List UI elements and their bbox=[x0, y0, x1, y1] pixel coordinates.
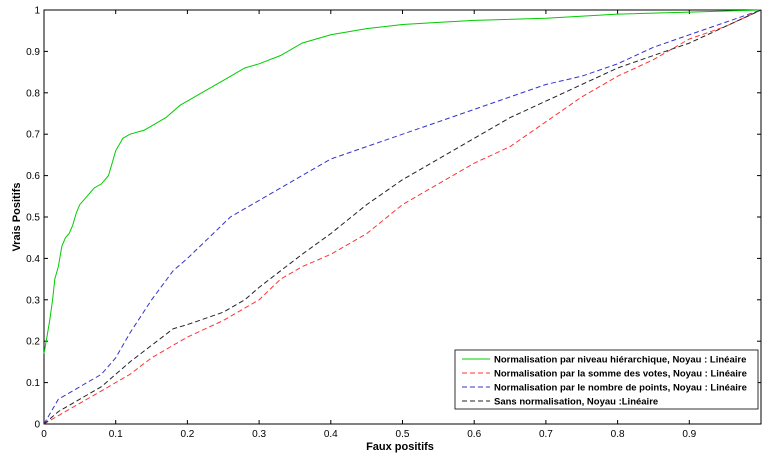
legend-entry: Normalisation par la somme des votes, No… bbox=[494, 369, 747, 380]
x-tick-label: 0.1 bbox=[109, 429, 123, 440]
legend-entry: Normalisation par niveau hiérarchique, N… bbox=[494, 355, 746, 366]
x-axis-ticks: 0 0.1 0.2 0.3 0.4 0.5 0.6 0.7 0.8 0.9 bbox=[41, 10, 697, 440]
x-tick-label: 0.5 bbox=[396, 429, 410, 440]
x-tick-label: 0.3 bbox=[252, 429, 266, 440]
y-axis-label: Vrais Positifs bbox=[11, 182, 23, 251]
series-lines bbox=[43, 9, 762, 425]
legend: Normalisation par niveau hiérarchique, N… bbox=[454, 349, 759, 410]
series-line-1 bbox=[43, 9, 762, 354]
y-tick-label: 0 bbox=[34, 420, 40, 431]
x-tick-label: 0.2 bbox=[180, 429, 194, 440]
x-axis-label: Faux positifs bbox=[366, 441, 434, 453]
y-tick-label: 0.1 bbox=[26, 378, 40, 389]
x-tick-label: 0.6 bbox=[467, 429, 481, 440]
y-tick-label: 0.6 bbox=[26, 171, 40, 182]
x-tick-label: 0.8 bbox=[611, 429, 625, 440]
y-tick-label: 0.9 bbox=[26, 47, 40, 58]
series-line-3 bbox=[43, 9, 762, 425]
y-axis-ticks: 0 0.1 0.2 0.3 0.4 0.5 0.6 0.7 0.8 0.9 1 bbox=[26, 6, 761, 431]
legend-entry: Normalisation par le nombre de points, N… bbox=[494, 383, 747, 394]
series-line-2 bbox=[43, 9, 762, 425]
y-tick-label: 0.8 bbox=[26, 88, 40, 99]
legend-entry: Sans normalisation, Noyau :Linéaire bbox=[494, 397, 658, 408]
x-tick-label: 0.4 bbox=[324, 429, 338, 440]
x-tick-label: 0.7 bbox=[539, 429, 553, 440]
y-tick-label: 1 bbox=[34, 6, 40, 17]
legend-box bbox=[454, 349, 759, 410]
series-line-4 bbox=[43, 9, 762, 425]
x-tick-label: 0.9 bbox=[682, 429, 696, 440]
y-tick-label: 0.2 bbox=[26, 337, 40, 348]
x-tick-label: 0 bbox=[41, 429, 47, 440]
y-tick-label: 0.3 bbox=[26, 295, 40, 306]
y-tick-label: 0.4 bbox=[26, 254, 40, 265]
y-tick-label: 0.7 bbox=[26, 130, 40, 141]
y-tick-label: 0.5 bbox=[26, 213, 40, 224]
